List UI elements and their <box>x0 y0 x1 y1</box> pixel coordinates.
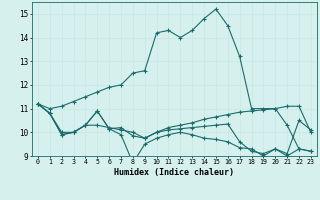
X-axis label: Humidex (Indice chaleur): Humidex (Indice chaleur) <box>115 168 234 177</box>
